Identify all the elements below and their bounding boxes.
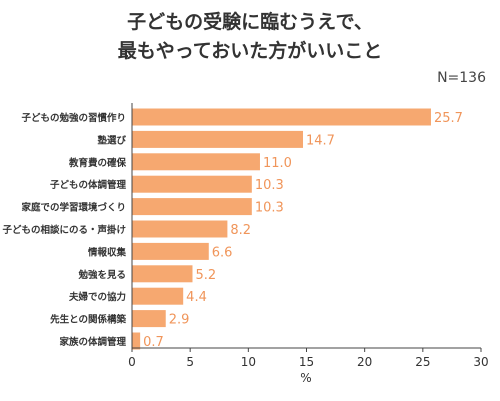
x-tick-label: 5 xyxy=(186,355,194,369)
category-label: 先生との関係構築 xyxy=(50,314,126,326)
value-labels-group: 25.7 14.7 11.0 10.3 10.3 8.2 6.6 5.2 4.4 2.9 0.7 xyxy=(143,111,463,350)
bar xyxy=(132,287,184,305)
x-axis-label: % xyxy=(300,371,311,385)
category-label: 情報収集 xyxy=(87,246,127,258)
bar xyxy=(132,153,260,171)
value-label: 11.0 xyxy=(263,156,292,171)
value-label: 2.9 xyxy=(169,313,190,328)
value-label: 5.2 xyxy=(195,268,216,283)
bar xyxy=(132,175,252,193)
chart-title-line-1: 子どもの受験に臨むうえで、 xyxy=(127,11,373,33)
category-label: 勉強を見る xyxy=(77,269,126,281)
chart-title: 子どもの受験に臨むうえで、 最もやっておいた方がいいこと xyxy=(0,8,500,66)
category-label: 塾選び xyxy=(97,134,126,146)
category-label: 子どもの体調管理 xyxy=(50,179,127,191)
category-label: 夫婦での協力 xyxy=(68,291,126,303)
bar xyxy=(132,130,304,148)
value-label: 0.7 xyxy=(143,335,164,350)
value-label: 6.6 xyxy=(212,245,233,260)
bar xyxy=(132,198,252,216)
x-tick-label: 15 xyxy=(299,355,314,369)
x-tick-label: 20 xyxy=(357,355,372,369)
category-label: 家庭での学習環境づくり xyxy=(21,202,126,214)
value-label: 10.3 xyxy=(255,201,284,216)
category-label: 子どもの相談にのる・声掛け xyxy=(2,224,126,236)
bar xyxy=(132,310,166,328)
bars-group xyxy=(132,108,431,350)
value-label: 14.7 xyxy=(306,133,335,148)
x-tick-label: 10 xyxy=(241,355,256,369)
value-label: 8.2 xyxy=(230,223,251,238)
bar xyxy=(132,220,228,238)
x-tick-label: 30 xyxy=(473,355,488,369)
category-label: 家族の体調管理 xyxy=(59,336,126,348)
bar xyxy=(132,265,193,283)
bar xyxy=(132,108,431,126)
category-label: 教育費の確保 xyxy=(68,157,127,169)
bar xyxy=(132,332,141,350)
x-tick-label: 0 xyxy=(128,355,136,369)
value-label: 4.4 xyxy=(186,290,207,305)
x-axis: 0 5 10 15 20 25 30% xyxy=(128,103,489,385)
category-labels-group: 子どもの勉強の習慣作り塾選び教育費の確保子どもの体調管理家庭での学習環境づくり子… xyxy=(2,112,126,348)
chart-title-line-2: 最もやっておいた方がいいこと xyxy=(117,40,383,62)
category-label: 子どもの勉強の習慣作り xyxy=(21,112,126,124)
bar xyxy=(132,242,209,260)
value-label: 10.3 xyxy=(255,178,284,193)
x-tick-label: 25 xyxy=(415,355,430,369)
value-label: 25.7 xyxy=(434,111,463,126)
sample-size-label: N=136 xyxy=(437,70,486,86)
